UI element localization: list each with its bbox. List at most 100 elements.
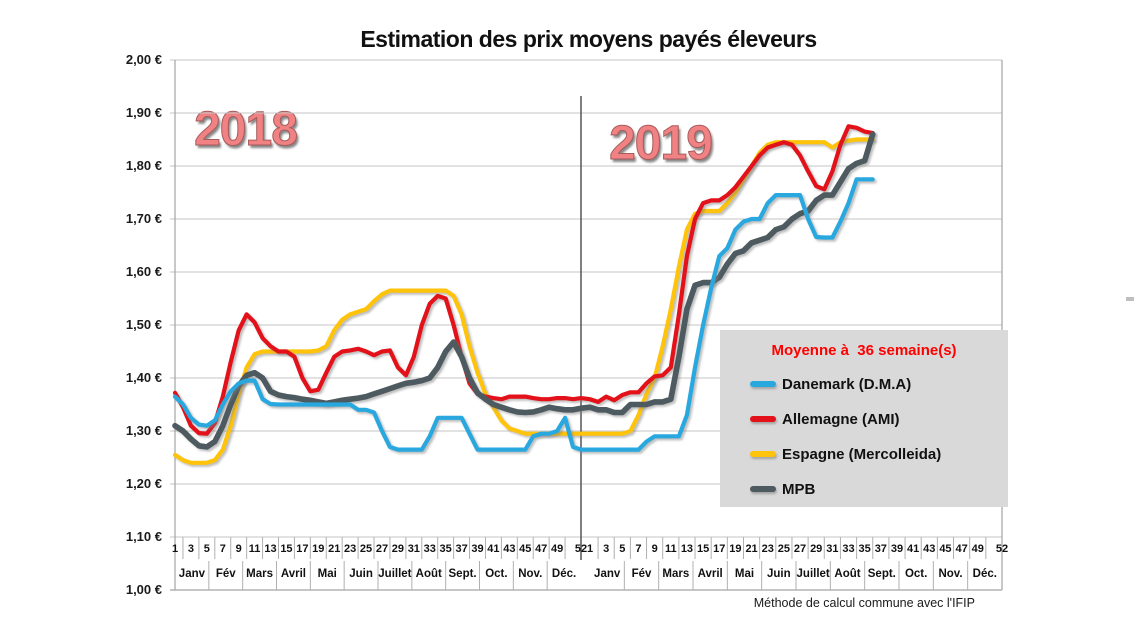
legend-label-allemagne: Allemagne (AMI) [782,410,900,428]
y-tick-label: 1,80 € [125,158,162,173]
month-label: Nov. [518,568,543,580]
week-tick-label: 43 [923,543,936,555]
month-label: Oct. [485,568,508,580]
month-label: Juillet [796,568,830,580]
week-tick-label: 1 [171,543,179,555]
week-tick-label: 19 [312,543,325,555]
week-tick-label: 29 [391,543,405,555]
month-label: Mai [734,568,755,580]
week-tick-label: 35 [858,543,871,555]
week-tick-label: 43 [503,543,516,555]
month-label: Juin [767,568,791,580]
week-tick-label: 35 [439,543,452,555]
legend-item-danemark: Danemark (D.M.A) [750,374,1008,394]
month-label: Juillet [378,568,412,580]
week-tick-label: 39 [890,543,904,555]
month-label: Janv [178,568,206,580]
series-line-danemark-d-m-a [172,177,875,452]
allemagne-line-swatch [750,416,776,422]
week-tick-label: 3 [187,543,194,555]
y-tick-label: 1,70 € [125,211,162,226]
legend-label-danemark: Danemark (D.M.A) [782,375,912,393]
week-tick-label: 19 [729,543,742,555]
week-tick-label: 17 [296,543,309,555]
danemark-line-swatch [750,381,776,387]
legend-label-mpb: MPB [782,480,816,498]
week-tick-label: 41 [907,543,920,555]
month-label: Fév [631,568,652,580]
legend-item-mpb: MPB [750,479,1008,499]
month-label: Déc. [972,568,997,580]
chart-title: Estimation des prix moyens payés éleveur… [360,26,817,52]
week-tick-label: 3 [603,543,610,555]
month-label: Sept. [867,568,896,580]
y-tick-label: 1,30 € [125,423,162,438]
week-tick-label: 13 [680,543,694,555]
month-label: Sept. [448,568,477,580]
week-tick-label: 7 [635,543,642,555]
y-tick-label: 1,50 € [125,317,162,332]
month-label: Fév [215,568,236,580]
month-label: Août [834,568,861,580]
month-label: Juin [349,568,373,580]
month-label: Avril [697,568,723,580]
month-label: Avril [280,568,306,580]
week-tick-label: 27 [375,543,389,555]
week-tick-label: 21 [745,543,758,555]
week-tick-label: 13 [264,543,277,555]
year-watermark-2019: 2019 [609,117,714,171]
week-tick-label: 37 [874,543,887,555]
week-tick-label: 37 [455,543,468,555]
month-label: Mars [662,568,690,580]
week-tick-label: 31 [407,543,420,555]
month-label: Mars [246,568,273,580]
week-tick-label: 33 [842,543,855,555]
week-tick-label: 49 [971,543,984,555]
week-tick-label: 39 [471,543,484,555]
week-tick-label: 23 [344,543,357,555]
week-tick-label: 47 [535,543,548,555]
week-tick-label: 49 [550,543,564,555]
legend-item-espagne: Espagne (Mercolleida) [750,444,1008,464]
week-tick-label: 5 [619,543,626,555]
week-tick-label: 15 [696,543,710,555]
legend-label-espagne: Espagne (Mercolleida) [782,445,942,463]
week-tick-label: 25 [359,543,373,555]
month-label: Déc. [551,568,577,580]
week-tick-label: 5 [203,543,210,555]
week-tick-label: 9 [651,543,658,555]
month-label: Janv [594,568,621,580]
espagne-line-swatch [750,451,776,457]
legend-box: Moyenne à 36 semaine(s) Danemark (D.M.A)… [720,330,1008,507]
week-tick-label: 27 [793,543,807,555]
week-tick-label: 21 [328,543,341,555]
legend-title: Moyenne à 36 semaine(s) [771,342,957,359]
week-tick-label: 15 [280,543,293,555]
y-tick-label: 1,40 € [125,370,162,385]
legend-item-allemagne: Allemagne (AMI) [750,409,1008,429]
week-tick-label: 45 [519,543,532,555]
week-tick-label: 17 [713,543,726,555]
week-tick-label: 45 [939,543,952,555]
month-label: Oct. [904,568,928,580]
y-tick-label: 1,00 € [125,582,162,597]
week-tick-label: 31 [826,543,839,555]
week-tick-label: 11 [664,543,677,555]
month-label: Août [415,568,442,580]
y-tick-label: 1,10 € [125,529,162,544]
week-tick-label: 9 [235,543,242,555]
week-tick-label: 52 [574,543,588,555]
week-tick-label: 25 [777,543,790,555]
y-tick-label: 1,90 € [125,105,162,120]
week-tick-label: 29 [810,543,823,555]
right-edge-artifact [1126,297,1134,301]
y-tick-label: 1,60 € [125,264,162,279]
method-note: Méthode de calcul commune avec l'IFIP [753,596,975,610]
week-tick-label: 23 [761,543,774,555]
week-tick-label: 41 [487,543,500,555]
series-line-allemagne-ami [172,124,875,436]
month-label: Nov. [938,568,963,580]
week-tick-label: 11 [248,543,261,555]
